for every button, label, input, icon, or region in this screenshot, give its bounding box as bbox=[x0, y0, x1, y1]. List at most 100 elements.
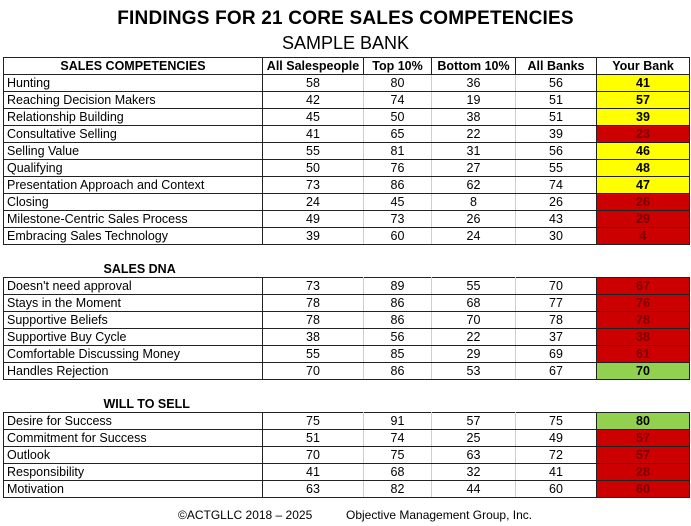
all-banks-value: 60 bbox=[515, 480, 597, 498]
competency-name: Reaching Decision Makers bbox=[3, 91, 263, 109]
all-banks-value: 43 bbox=[515, 210, 597, 228]
bottom-10-value: 63 bbox=[431, 446, 516, 464]
all-salespeople-value: 73 bbox=[262, 176, 364, 194]
table-row: Selling Value 55 81 31 56 46 bbox=[3, 142, 690, 160]
competency-name: Supportive Beliefs bbox=[3, 311, 263, 329]
top-10-value: 86 bbox=[363, 176, 432, 194]
top-10-value: 56 bbox=[363, 328, 432, 346]
bottom-10-value: 68 bbox=[431, 294, 516, 312]
column-header: SALES COMPETENCIES bbox=[3, 57, 263, 75]
all-banks-value: 67 bbox=[515, 362, 597, 380]
spacer-cell bbox=[263, 380, 364, 397]
all-banks-value: 78 bbox=[515, 311, 597, 329]
column-header: Top 10% bbox=[363, 57, 432, 75]
bottom-10-value: 29 bbox=[431, 345, 516, 363]
spacer-cell bbox=[597, 396, 690, 413]
all-salespeople-value: 45 bbox=[262, 108, 364, 126]
your-bank-value: 78 bbox=[596, 311, 690, 329]
spacer-cell bbox=[432, 245, 516, 262]
all-salespeople-value: 73 bbox=[262, 277, 364, 295]
all-salespeople-value: 58 bbox=[262, 74, 364, 92]
spacer-cell bbox=[364, 396, 432, 413]
all-salespeople-value: 50 bbox=[262, 159, 364, 177]
all-salespeople-value: 55 bbox=[262, 142, 364, 160]
bottom-10-value: 62 bbox=[431, 176, 516, 194]
top-10-value: 73 bbox=[363, 210, 432, 228]
top-10-value: 75 bbox=[363, 446, 432, 464]
all-banks-value: 37 bbox=[515, 328, 597, 346]
spacer-cell bbox=[516, 245, 597, 262]
bottom-10-value: 31 bbox=[431, 142, 516, 160]
competency-name: Desire for Success bbox=[3, 412, 263, 430]
table-row: Comfortable Discussing Money 55 85 29 69 61 bbox=[3, 345, 690, 363]
all-banks-value: 51 bbox=[515, 91, 597, 109]
competency-name: Presentation Approach and Context bbox=[3, 176, 263, 194]
spacer-cell bbox=[597, 245, 690, 262]
all-banks-value: 56 bbox=[515, 142, 597, 160]
table-row: Supportive Buy Cycle 38 56 22 37 38 bbox=[3, 328, 690, 346]
table-row: Desire for Success 75 91 57 75 80 bbox=[3, 412, 690, 430]
your-bank-value: 41 bbox=[596, 74, 690, 92]
bottom-10-value: 26 bbox=[431, 210, 516, 228]
spacer-cell bbox=[432, 396, 516, 413]
top-10-value: 74 bbox=[363, 91, 432, 109]
your-bank-value: 47 bbox=[596, 176, 690, 194]
competencies-table: SALES COMPETENCIES All Salespeople Top 1… bbox=[3, 57, 690, 498]
top-10-value: 86 bbox=[363, 294, 432, 312]
your-bank-value: 28 bbox=[596, 463, 690, 481]
table-row: Stays in the Moment 78 86 68 77 76 bbox=[3, 294, 690, 312]
table-row: Motivation 63 82 44 60 60 bbox=[3, 480, 690, 498]
section-heading-row: SALES DNA bbox=[4, 261, 690, 278]
column-header: Bottom 10% bbox=[431, 57, 516, 75]
all-salespeople-value: 78 bbox=[262, 311, 364, 329]
competency-name: Milestone-Centric Sales Process bbox=[3, 210, 263, 228]
top-10-value: 82 bbox=[363, 480, 432, 498]
competency-name: Outlook bbox=[3, 446, 263, 464]
competency-name: Handles Rejection bbox=[3, 362, 263, 380]
your-bank-value: 76 bbox=[596, 294, 690, 312]
bottom-10-value: 19 bbox=[431, 91, 516, 109]
top-10-value: 76 bbox=[363, 159, 432, 177]
spacer-cell bbox=[516, 261, 597, 278]
table-row: Relationship Building 45 50 38 51 39 bbox=[3, 108, 690, 126]
your-bank-value: 48 bbox=[596, 159, 690, 177]
bottom-10-value: 22 bbox=[431, 328, 516, 346]
table-header-row: SALES COMPETENCIES All Salespeople Top 1… bbox=[3, 57, 690, 75]
competency-name: Doesn't need approval bbox=[3, 277, 263, 295]
competency-name: Responsibility bbox=[3, 463, 263, 481]
competency-name: Consultative Selling bbox=[3, 125, 263, 143]
spacer-cell bbox=[263, 245, 364, 262]
all-salespeople-value: 75 bbox=[262, 412, 364, 430]
bottom-10-value: 55 bbox=[431, 277, 516, 295]
all-salespeople-value: 70 bbox=[262, 446, 364, 464]
bottom-10-value: 22 bbox=[431, 125, 516, 143]
all-salespeople-value: 49 bbox=[262, 210, 364, 228]
top-10-value: 89 bbox=[363, 277, 432, 295]
all-banks-value: 72 bbox=[515, 446, 597, 464]
all-banks-value: 56 bbox=[515, 74, 597, 92]
footer-copyright: ©ACTGLLC 2018 – 2025 bbox=[178, 508, 313, 522]
your-bank-value: 29 bbox=[596, 210, 690, 228]
your-bank-value: 39 bbox=[596, 108, 690, 126]
all-banks-value: 49 bbox=[515, 429, 597, 447]
competency-name: Supportive Buy Cycle bbox=[3, 328, 263, 346]
table-row: Qualifying 50 76 27 55 48 bbox=[3, 159, 690, 177]
spacer-cell bbox=[4, 380, 263, 397]
all-banks-value: 26 bbox=[515, 193, 597, 211]
all-banks-value: 30 bbox=[515, 227, 597, 245]
competency-name: Relationship Building bbox=[3, 108, 263, 126]
all-banks-value: 41 bbox=[515, 463, 597, 481]
your-bank-value: 46 bbox=[596, 142, 690, 160]
competency-name: Qualifying bbox=[3, 159, 263, 177]
all-banks-value: 51 bbox=[515, 108, 597, 126]
bottom-10-value: 32 bbox=[431, 463, 516, 481]
table-row: Responsibility 41 68 32 41 28 bbox=[3, 463, 690, 481]
bottom-10-value: 38 bbox=[431, 108, 516, 126]
footer-company: Objective Management Group, Inc. bbox=[346, 508, 533, 522]
column-header: All Salespeople bbox=[262, 57, 364, 75]
all-salespeople-value: 51 bbox=[262, 429, 364, 447]
competency-name: Comfortable Discussing Money bbox=[3, 345, 263, 363]
spacer-cell bbox=[263, 261, 364, 278]
your-bank-value: 23 bbox=[596, 125, 690, 143]
spacer-cell bbox=[597, 261, 690, 278]
